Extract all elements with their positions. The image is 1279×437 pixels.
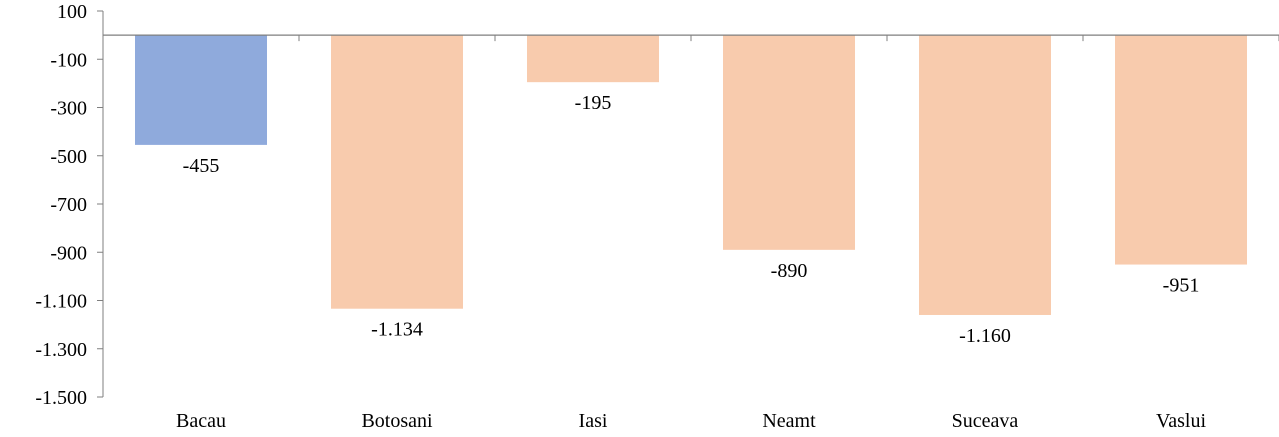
bar-neamt (723, 35, 855, 250)
data-label-botosani: -1.134 (371, 319, 423, 341)
y-tick-label: -1.100 (35, 291, 87, 313)
data-label-suceava: -1.160 (959, 325, 1011, 347)
data-label-bacau: -455 (183, 155, 220, 177)
bar-vaslui (1115, 35, 1247, 265)
x-tick-label-bacau: Bacau (176, 410, 226, 432)
data-label-neamt: -890 (771, 260, 808, 282)
y-tick-label: -900 (50, 242, 87, 264)
y-tick-label: -1.500 (35, 387, 87, 409)
y-tick-label: -700 (50, 194, 87, 216)
x-tick-label-suceava: Suceava (952, 410, 1019, 432)
bar-iasi (527, 35, 659, 83)
bar-bacau (135, 35, 267, 145)
y-tick-label: -300 (50, 98, 87, 120)
bar-botosani (331, 35, 463, 309)
x-tick-label-botosani: Botosani (361, 410, 433, 432)
data-label-iasi: -195 (575, 92, 612, 114)
bars (135, 35, 1247, 315)
y-tick-label: -100 (50, 49, 87, 71)
data-label-vaslui: -951 (1163, 275, 1200, 297)
x-tick-label-iasi: Iasi (579, 410, 608, 432)
x-tick-label-neamt: Neamt (762, 410, 816, 432)
y-tick-label: -1.300 (35, 339, 87, 361)
value-labels: -455 -1.134 -195 -890 -1.160 -951 (183, 92, 1200, 347)
y-tick-label: -500 (50, 146, 87, 168)
bar-suceava (919, 35, 1051, 315)
y-axis: 100 -100 -300 -500 -700 -900 -1.100 -1.300 -1.50… (35, 1, 104, 409)
x-tick-label-vaslui: Vaslui (1156, 410, 1206, 432)
x-axis: Bacau Botosani Iasi Neamt Suceava Vaslui (102, 34, 1279, 432)
y-tick-label: 100 (57, 1, 87, 23)
